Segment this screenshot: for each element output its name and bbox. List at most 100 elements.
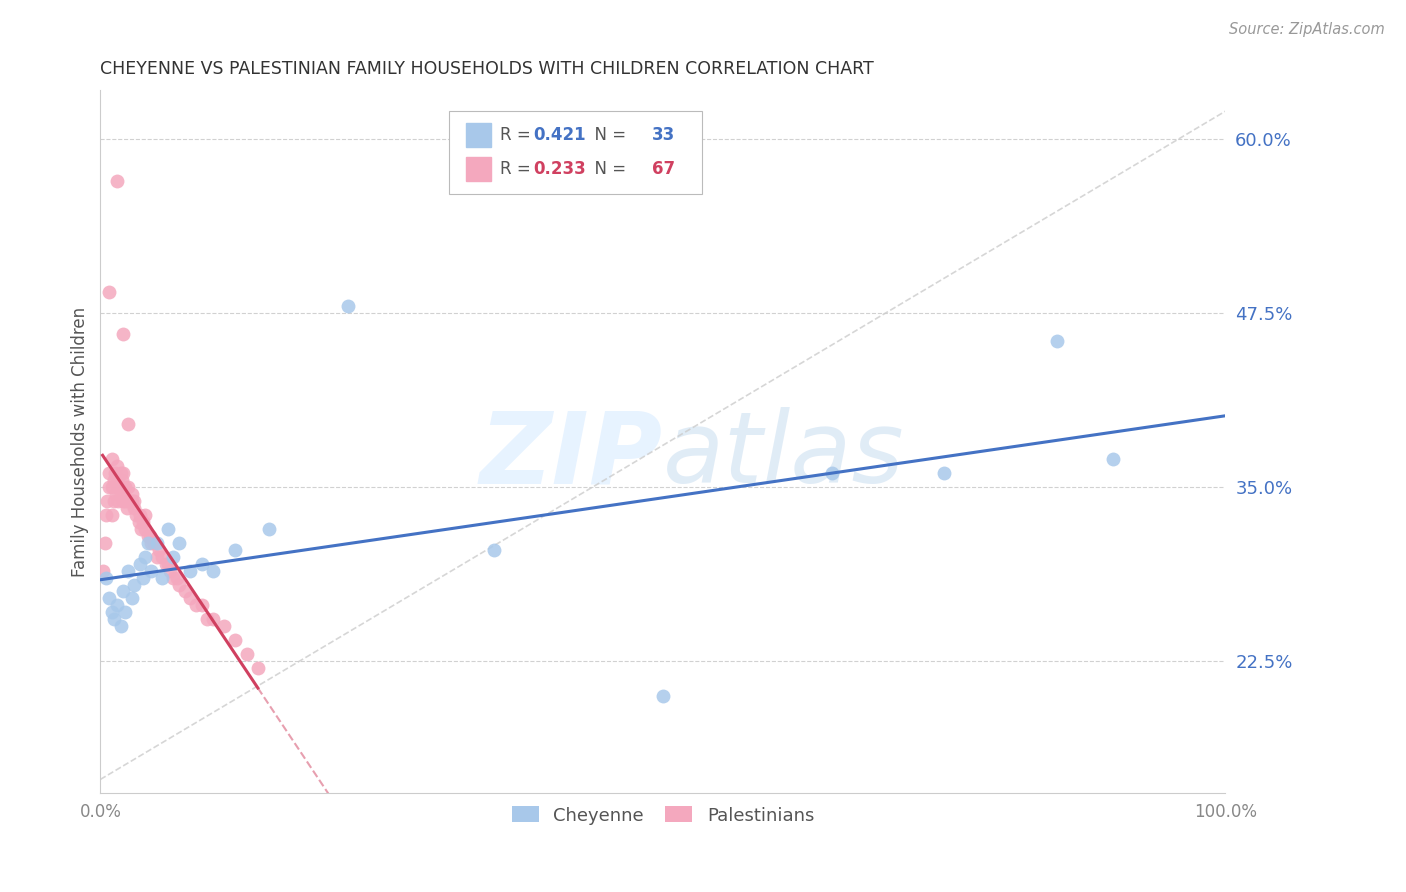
Bar: [465, 157, 491, 181]
Point: [125, 508, 148, 522]
Point: [162, 570, 184, 584]
Point: [105, 599, 128, 613]
Point: [195, 612, 218, 626]
Point: [117, 500, 139, 515]
Point: [122, 577, 145, 591]
Point: [107, 480, 129, 494]
Point: [190, 599, 212, 613]
Point: [128, 515, 150, 529]
Point: [100, 508, 122, 522]
Point: [107, 494, 129, 508]
Point: [150, 549, 173, 564]
Text: CHEYENNE VS PALESTINIAN FAMILY HOUSEHOLDS WITH CHILDREN CORRELATION CHART: CHEYENNE VS PALESTINIAN FAMILY HOUSEHOLD…: [100, 60, 875, 78]
Point: [103, 494, 125, 508]
Point: [190, 557, 212, 571]
Text: atlas: atlas: [662, 408, 904, 504]
Point: [139, 535, 162, 549]
Point: [117, 494, 139, 508]
Point: [139, 529, 162, 543]
Point: [110, 487, 132, 501]
Point: [132, 570, 155, 584]
Point: [155, 557, 177, 571]
Point: [103, 612, 125, 626]
Point: [100, 605, 122, 619]
Point: [128, 557, 150, 571]
Point: [94, 570, 117, 584]
Point: [105, 487, 128, 501]
Text: R =: R =: [499, 160, 536, 178]
Text: 0.421: 0.421: [533, 127, 586, 145]
Point: [114, 480, 136, 494]
Point: [257, 522, 280, 536]
Text: 33: 33: [651, 127, 675, 145]
Point: [105, 473, 128, 487]
Point: [145, 549, 167, 564]
Point: [156, 557, 179, 571]
Point: [1046, 334, 1069, 348]
Point: [94, 535, 117, 549]
Point: [111, 466, 134, 480]
Point: [103, 473, 125, 487]
Point: [105, 174, 128, 188]
Point: [121, 494, 143, 508]
Point: [235, 647, 257, 661]
Point: [111, 494, 134, 508]
Point: [121, 591, 143, 606]
Point: [121, 487, 143, 501]
Bar: [465, 123, 491, 147]
Point: [136, 529, 159, 543]
Point: [145, 535, 167, 549]
Point: [156, 522, 179, 536]
Point: [98, 466, 121, 480]
Point: [934, 466, 956, 480]
Point: [167, 535, 190, 549]
Point: [166, 570, 188, 584]
Point: [136, 535, 159, 549]
Point: [184, 599, 207, 613]
Point: [114, 605, 136, 619]
Text: R =: R =: [499, 127, 536, 145]
Text: Source: ZipAtlas.com: Source: ZipAtlas.com: [1229, 22, 1385, 37]
Point: [179, 564, 201, 578]
Legend: Cheyenne, Palestinians: Cheyenne, Palestinians: [502, 797, 824, 833]
Point: [139, 564, 162, 578]
Point: [98, 591, 121, 606]
Text: 67: 67: [651, 160, 675, 178]
Point: [118, 494, 141, 508]
Point: [105, 459, 128, 474]
Y-axis label: Family Households with Children: Family Households with Children: [72, 307, 89, 577]
Point: [150, 570, 173, 584]
Point: [96, 494, 118, 508]
Point: [224, 633, 246, 648]
Point: [110, 466, 132, 480]
Text: N =: N =: [583, 160, 631, 178]
Point: [122, 500, 145, 515]
Point: [167, 577, 190, 591]
Point: [117, 564, 139, 578]
Text: N =: N =: [583, 127, 631, 145]
Point: [201, 564, 224, 578]
Point: [100, 452, 122, 467]
Point: [111, 584, 134, 599]
Point: [98, 285, 121, 300]
Point: [110, 619, 132, 633]
Point: [100, 480, 122, 494]
Point: [201, 612, 224, 626]
Text: 0.233: 0.233: [533, 160, 586, 178]
Point: [111, 480, 134, 494]
Text: ZIP: ZIP: [479, 408, 662, 504]
Point: [128, 508, 150, 522]
Point: [111, 326, 134, 341]
Point: [122, 494, 145, 508]
Point: [111, 473, 134, 487]
Point: [246, 661, 269, 675]
Point: [134, 549, 156, 564]
Point: [651, 689, 673, 703]
Point: [143, 535, 166, 549]
FancyBboxPatch shape: [449, 111, 702, 194]
Point: [114, 494, 136, 508]
Point: [1102, 452, 1125, 467]
Point: [336, 299, 359, 313]
Point: [173, 584, 195, 599]
Point: [132, 515, 155, 529]
